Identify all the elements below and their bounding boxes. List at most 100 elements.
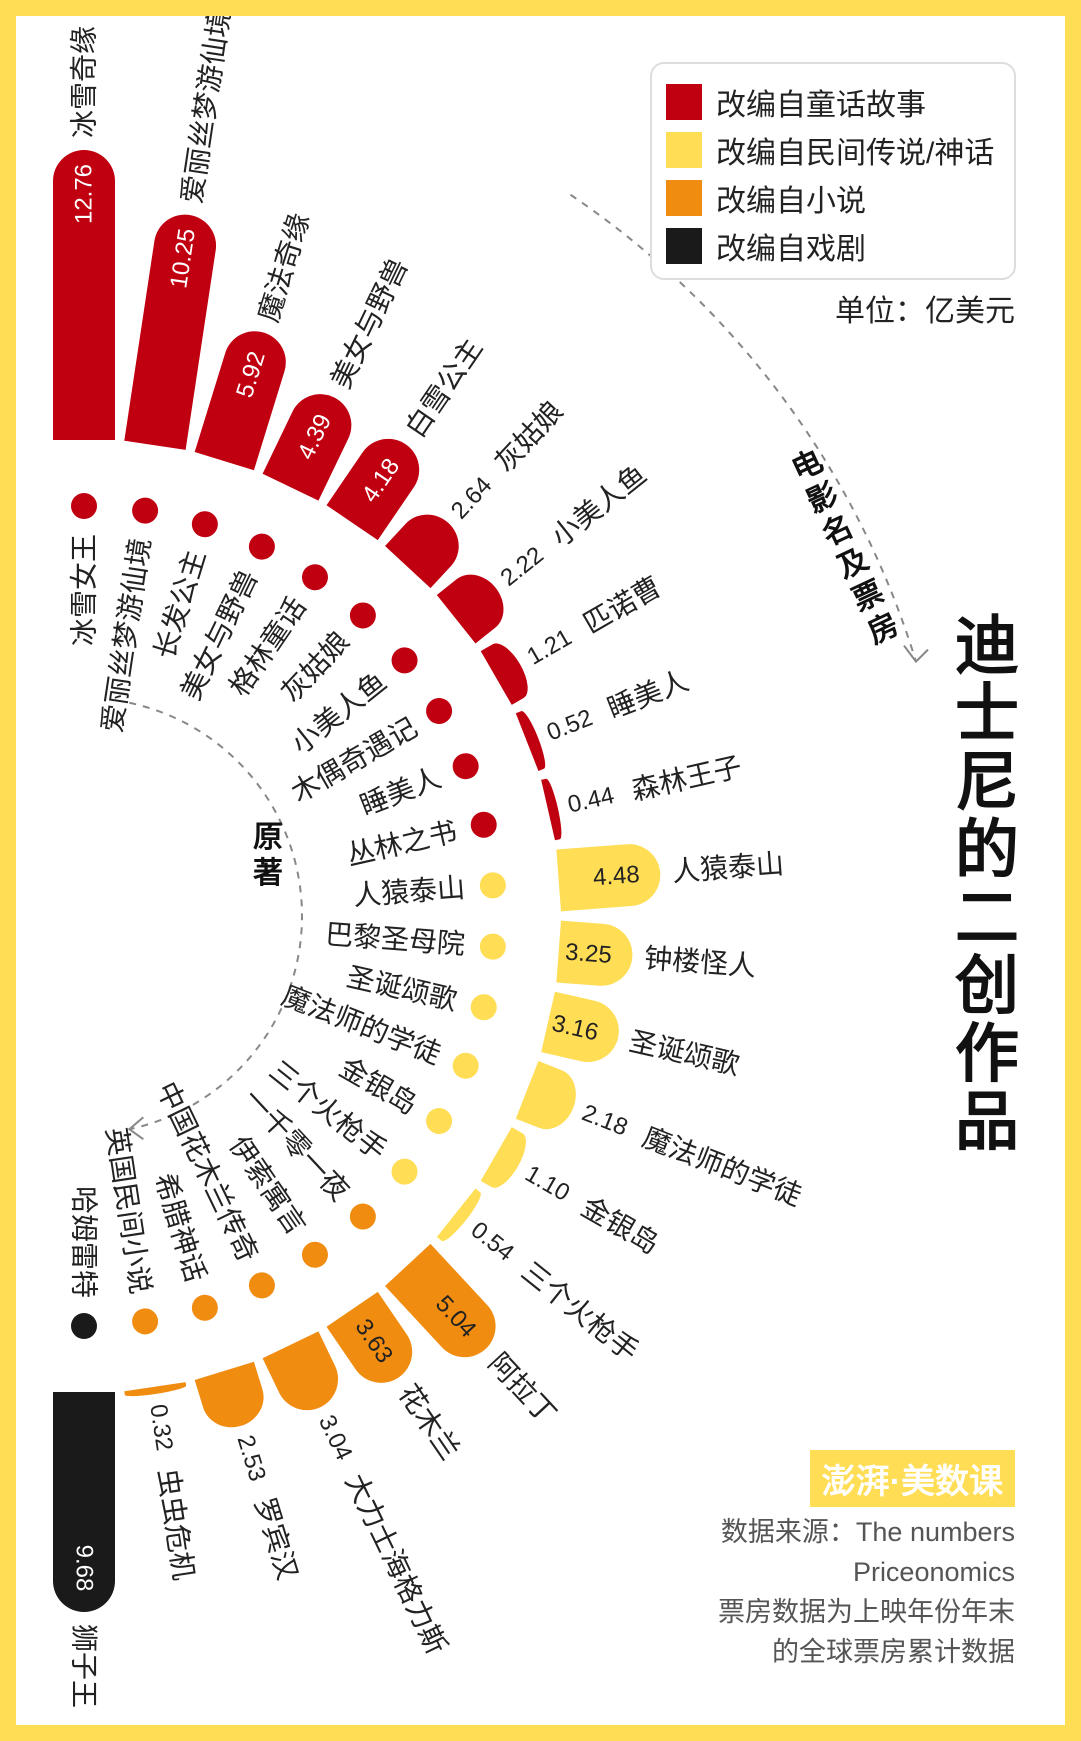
- value-label: 3.25: [564, 939, 613, 969]
- source-dot: [391, 1158, 418, 1185]
- film-name: 大力士海格力斯: [340, 1469, 453, 1659]
- source-axis-label: 原著: [253, 821, 283, 890]
- film-bar: [541, 991, 619, 1062]
- film-name: 魔法奇缘: [253, 210, 316, 326]
- film-bar: [515, 1061, 576, 1130]
- legend-label: 改编自戏剧: [716, 233, 866, 266]
- source-name: 人猿泰山: [352, 872, 466, 911]
- film-name: 森林王子: [628, 751, 744, 806]
- film-bar: [262, 394, 352, 501]
- source-line: 的全球票房累计数据: [772, 1637, 1015, 1667]
- value-label: 2.18: [578, 1099, 631, 1141]
- legend-item: 改编自童话故事: [666, 78, 1014, 126]
- film-name: 人猿泰山: [671, 848, 785, 887]
- source-dot: [479, 872, 506, 899]
- film-name: 白雪公主: [400, 333, 489, 443]
- film-name: 三个火枪手: [516, 1256, 645, 1368]
- film-name: 匹诺曹: [578, 571, 666, 640]
- source-dot: [452, 753, 479, 780]
- film-name: 钟楼怪人: [643, 943, 757, 982]
- film-bar: [436, 1188, 481, 1242]
- film-name: 美女与野兽: [325, 254, 414, 394]
- film-name: 魔法师的学徒: [638, 1121, 806, 1211]
- source-guide-arc: [129, 701, 303, 1131]
- source-dot: [470, 994, 497, 1021]
- film-bar: [124, 1382, 187, 1397]
- source-dot: [71, 1313, 97, 1339]
- source-dot: [470, 811, 497, 838]
- film-name: 冰雪奇缘: [69, 26, 100, 138]
- film-bar: [556, 920, 633, 986]
- film-bar: [124, 214, 217, 450]
- chart-title: 迪士尼的二创作品: [955, 610, 1019, 1158]
- value-label: 12.76: [71, 164, 98, 224]
- data-source-note: 数据来源：The numbers Priceonomics 票房数据为上映年份年…: [718, 1512, 1015, 1672]
- source-name: 冰雪女王: [69, 534, 100, 646]
- source-name: 英国民间小说: [101, 1125, 157, 1296]
- legend-swatch: [666, 132, 702, 168]
- film-bar: [53, 150, 115, 440]
- film-name: 睡美人: [603, 665, 693, 725]
- source-dot: [426, 698, 453, 724]
- legend-swatch: [666, 84, 702, 120]
- film-bar: [480, 1127, 526, 1188]
- source-name: 睡美人: [356, 762, 446, 822]
- movie-guide-arc: [569, 193, 917, 662]
- source-dot: [248, 533, 275, 560]
- source-name: 丛林之书: [344, 816, 460, 871]
- source-line: 票房数据为上映年份年末: [718, 1597, 1015, 1627]
- source-arrow-head: [127, 1116, 144, 1141]
- film-bar: [194, 1361, 264, 1428]
- film-bar: [53, 1392, 115, 1612]
- unit-label: 单位：亿美元: [835, 295, 1015, 328]
- legend: 改编自童话故事 改编自民间传说/神话 改编自小说 改编自戏剧: [650, 62, 1016, 280]
- source-dot: [349, 602, 376, 629]
- source-dot: [452, 1052, 479, 1079]
- legend-swatch: [666, 180, 702, 216]
- film-bar: [436, 574, 504, 644]
- source-dot: [71, 493, 97, 519]
- film-name: 小美人鱼: [545, 458, 652, 552]
- legend-label: 改编自民间传说/神话: [716, 137, 995, 170]
- value-label: 0.52: [543, 704, 596, 746]
- source-dot: [426, 1108, 453, 1134]
- source-dot: [301, 1241, 328, 1268]
- source-name: 巴黎圣母院: [324, 919, 466, 960]
- film-bar: [480, 643, 528, 705]
- film-bar: [194, 331, 286, 471]
- film-bar: [556, 844, 661, 912]
- logo: 澎湃·美数课: [809, 1450, 1015, 1507]
- source-dot: [191, 511, 218, 538]
- film-name: 爱丽丝梦游仙境: [176, 7, 236, 205]
- source-dot: [132, 1308, 159, 1335]
- legend-label: 改编自小说: [716, 185, 866, 218]
- value-label: 0.32: [144, 1402, 178, 1452]
- film-name: 圣诞颂歌: [626, 1025, 742, 1080]
- value-label: 0.54: [466, 1217, 519, 1267]
- source-dot: [479, 933, 506, 960]
- source-dot: [301, 564, 328, 591]
- film-name: 虫虫危机: [152, 1467, 199, 1582]
- value-label: 2.64: [446, 472, 498, 525]
- source-dot: [391, 647, 418, 674]
- film-name: 罗宾汉: [249, 1494, 303, 1583]
- value-label: 1.10: [520, 1160, 574, 1207]
- value-label: 1.21: [523, 624, 577, 671]
- value-label: 3.04: [313, 1411, 358, 1465]
- film-bar: [541, 778, 562, 841]
- film-bar: [326, 438, 420, 541]
- source-dot: [132, 497, 159, 524]
- film-bar: [326, 1291, 413, 1383]
- film-bar: [385, 1243, 496, 1358]
- source-dot: [191, 1294, 218, 1321]
- film-name: 金银岛: [576, 1191, 664, 1260]
- source-dot: [248, 1272, 275, 1299]
- film-bar: [385, 514, 459, 589]
- legend-item: 改编自小说: [666, 174, 1014, 222]
- source-dot: [349, 1203, 376, 1230]
- value-label: 4.48: [592, 861, 641, 891]
